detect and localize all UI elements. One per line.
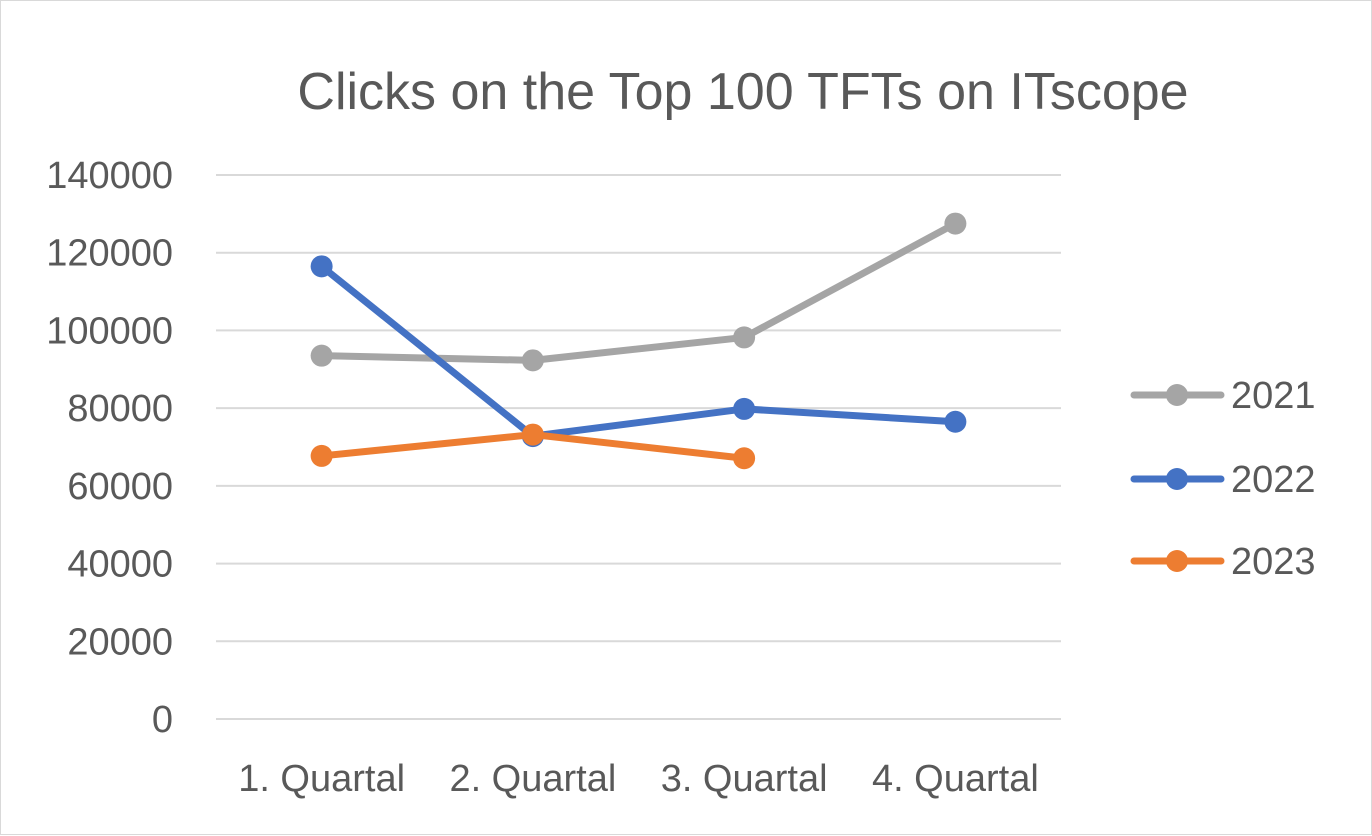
y-tick-label: 100000 bbox=[46, 310, 173, 352]
y-tick-label: 120000 bbox=[46, 233, 173, 275]
legend-swatch-marker bbox=[1166, 384, 1188, 406]
data-point bbox=[944, 410, 967, 433]
data-point bbox=[944, 212, 967, 235]
legend-item: 2021 bbox=[1130, 375, 1316, 417]
legend-swatch-marker bbox=[1166, 550, 1188, 572]
chart-title: Clicks on the Top 100 TFTs on ITscope bbox=[297, 63, 1188, 121]
data-point bbox=[733, 326, 756, 349]
legend-label: 2022 bbox=[1231, 459, 1316, 501]
data-point bbox=[310, 255, 333, 278]
series-lines bbox=[310, 212, 967, 470]
legend-swatch-marker bbox=[1166, 468, 1188, 490]
x-category-label: 3. Quartal bbox=[661, 758, 828, 800]
legend-label: 2021 bbox=[1231, 375, 1316, 417]
gridlines bbox=[216, 174, 1061, 720]
y-tick-label: 20000 bbox=[67, 621, 173, 663]
data-point bbox=[521, 349, 544, 372]
data-point bbox=[310, 344, 333, 367]
legend: 2021 2022 2023 bbox=[1130, 375, 1316, 583]
y-tick-label: 0 bbox=[152, 699, 173, 741]
series-line bbox=[318, 262, 959, 440]
series-2021 bbox=[310, 212, 967, 372]
legend-item: 2023 bbox=[1130, 541, 1316, 583]
data-point bbox=[733, 447, 756, 470]
x-category-label: 4. Quartal bbox=[872, 758, 1039, 800]
x-category-label: 2. Quartal bbox=[449, 758, 616, 800]
series-2023 bbox=[310, 423, 756, 470]
data-point bbox=[733, 397, 756, 420]
legend-label: 2023 bbox=[1231, 541, 1316, 583]
x-category-label: 1. Quartal bbox=[238, 758, 405, 800]
legend-item: 2022 bbox=[1130, 459, 1316, 501]
x-axis-categories: 1. Quartal 2. Quartal 3. Quartal 4. Quartal bbox=[238, 758, 1039, 800]
y-tick-label: 140000 bbox=[46, 155, 173, 197]
y-tick-label: 80000 bbox=[67, 388, 173, 430]
data-point bbox=[310, 444, 333, 467]
y-axis-ticks: 0 20000 40000 60000 80000 100000 120000 140000 bbox=[46, 155, 173, 741]
y-tick-label: 60000 bbox=[67, 466, 173, 508]
data-point bbox=[521, 423, 544, 446]
series-line bbox=[318, 220, 959, 364]
y-tick-label: 40000 bbox=[67, 544, 173, 586]
